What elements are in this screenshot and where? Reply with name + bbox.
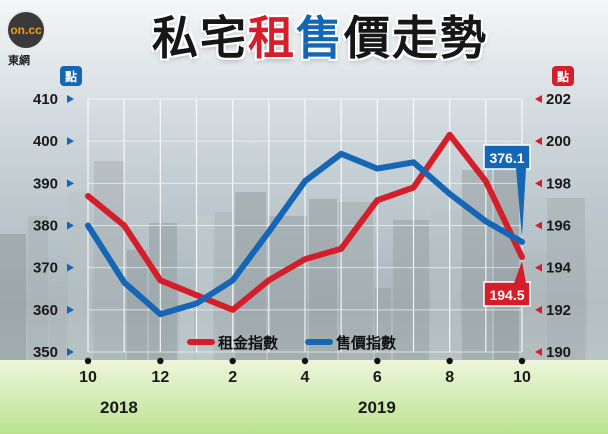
x-axis-tick-label: 4: [301, 369, 310, 386]
x-axis-tick-dot: [301, 357, 309, 365]
right-axis-tick-label: 190: [546, 344, 571, 361]
left-axis-tick-label: 380: [33, 218, 58, 235]
left-axis-tick-marker: [67, 179, 74, 188]
sale-end-callout-box: [483, 144, 531, 170]
x-axis-tick-dot: [157, 357, 164, 365]
building: [375, 288, 391, 380]
rent-end-callout-pointer: [514, 261, 526, 283]
building: [494, 163, 519, 380]
x-axis-tick-dot: [446, 357, 453, 365]
x-axis-tick-label: 10: [79, 369, 97, 386]
right-axis-tick-marker: [535, 263, 542, 272]
x-axis-tick-label: 6: [373, 369, 382, 386]
oncc-logo: on.cc 東網: [4, 10, 50, 67]
right-axis-tick-marker: [535, 179, 542, 188]
x-axis-tick-dot: [84, 357, 92, 365]
building: [28, 216, 48, 380]
building: [521, 252, 545, 380]
right-axis-tick-marker: [535, 305, 542, 314]
x-axis-tick-dot: [229, 357, 236, 365]
left-axis-tick-label: 350: [33, 344, 58, 361]
building: [268, 216, 307, 380]
building: [393, 220, 429, 380]
x-axis-tick-label: 8: [445, 369, 454, 386]
year-label-2019: 2019: [358, 398, 396, 417]
right-axis-tick-label: 198: [546, 175, 571, 192]
right-axis-tick-label: 194: [546, 260, 572, 277]
title-part-4: 價走勢: [343, 10, 488, 66]
right-axis-tick-marker: [535, 137, 542, 146]
building: [179, 290, 194, 380]
right-axis-unit-badge: 點: [552, 66, 574, 86]
left-axis-tick-label: 360: [33, 302, 58, 319]
rent-end-label: 194.5: [489, 287, 524, 303]
left-axis-tick-label: 400: [33, 133, 58, 150]
left-axis-tick-label: 390: [33, 175, 58, 192]
x-axis-tick-dot: [518, 357, 526, 365]
x-axis-tick-label: 10: [513, 369, 531, 386]
sale-end-callout-pointer: [516, 168, 526, 238]
building: [215, 212, 233, 380]
right-axis-tick-label: 202: [546, 91, 571, 108]
x-axis-tick-dot: [374, 357, 381, 365]
sale-end-label: 376.1: [489, 150, 524, 166]
title-part-1: 私宅: [151, 10, 248, 66]
building: [149, 223, 177, 380]
building: [127, 250, 147, 380]
title-part-rent: 租: [247, 10, 296, 66]
x-axis-tick-label: 2: [228, 369, 237, 386]
legend: 租金指數 售價指數: [187, 334, 396, 352]
left-axis-tick-label: 410: [33, 91, 58, 108]
right-axis-tick-label: 196: [546, 218, 571, 235]
left-axis-tick-marker: [67, 221, 74, 230]
legend-sale-label: 售價指數: [336, 334, 396, 352]
title-part-sale: 售: [295, 10, 344, 66]
legend-rent-label: 租金指數: [218, 334, 278, 352]
logo-circle: [6, 10, 46, 50]
x-axis-tick-label: 12: [151, 369, 169, 386]
sale-index-line: [85, 150, 525, 318]
logo-subtitle: 東網: [8, 54, 30, 67]
left-axis-tick-marker: [67, 305, 74, 314]
left-axis-tick-marker: [67, 348, 74, 356]
building: [0, 234, 26, 380]
building: [50, 281, 66, 380]
rent-index-line: [85, 131, 525, 313]
chart-title: 私宅租售價走勢: [120, 4, 520, 66]
left-axis-tick-marker: [67, 263, 74, 272]
building: [587, 215, 608, 380]
right-axis-tick-label: 200: [546, 133, 571, 150]
year-label-2018: 2018: [100, 398, 138, 417]
left-axis-unit-badge: 點: [60, 66, 82, 86]
building: [547, 198, 585, 380]
right-axis-tick-marker: [535, 221, 542, 230]
left-axis-tick-marker: [67, 95, 74, 103]
right-axis-tick-label: 192: [546, 302, 571, 319]
left-axis-tick-marker: [67, 137, 74, 146]
building: [309, 199, 337, 380]
left-axis-tick-label: 370: [33, 260, 58, 277]
logo-text: on.cc: [10, 23, 42, 37]
right-axis-tick-marker: [535, 95, 542, 103]
rent-end-callout-box: [483, 281, 531, 307]
right-axis-tick-marker: [535, 348, 542, 356]
